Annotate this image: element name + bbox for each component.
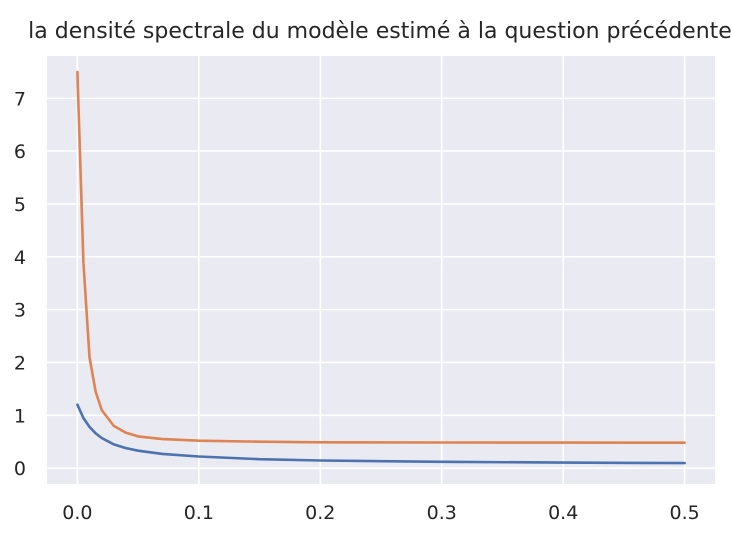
y-tick-label: 5 (14, 194, 26, 216)
series-line-2 (76, 70, 686, 445)
y-tick-label: 3 (14, 300, 26, 322)
series-line-1 (76, 403, 686, 465)
x-tick-labels: 0.0 0.1 0.2 0.3 0.4 0.5 (62, 502, 699, 524)
y-tick-label: 2 (14, 352, 26, 374)
grid-lines (47, 56, 715, 484)
y-tick-label: 1 (14, 405, 26, 427)
x-tick-label: 0.0 (62, 502, 92, 524)
x-tick-label: 0.4 (548, 502, 578, 524)
x-tick-label: 0.3 (427, 502, 457, 524)
chart-title: la densité spectrale du modèle estimé à … (28, 19, 731, 44)
x-tick-label: 0.1 (184, 502, 214, 524)
series-lines (76, 70, 686, 465)
y-tick-label: 6 (14, 141, 26, 163)
plot-area (47, 56, 715, 484)
x-tick-label: 0.2 (305, 502, 335, 524)
y-tick-label: 7 (14, 88, 26, 110)
y-tick-label: 4 (14, 247, 26, 269)
x-tick-label: 0.5 (670, 502, 700, 524)
y-tick-label: 0 (14, 458, 26, 480)
y-tick-labels: 0 1 2 3 4 5 6 7 (14, 88, 26, 480)
